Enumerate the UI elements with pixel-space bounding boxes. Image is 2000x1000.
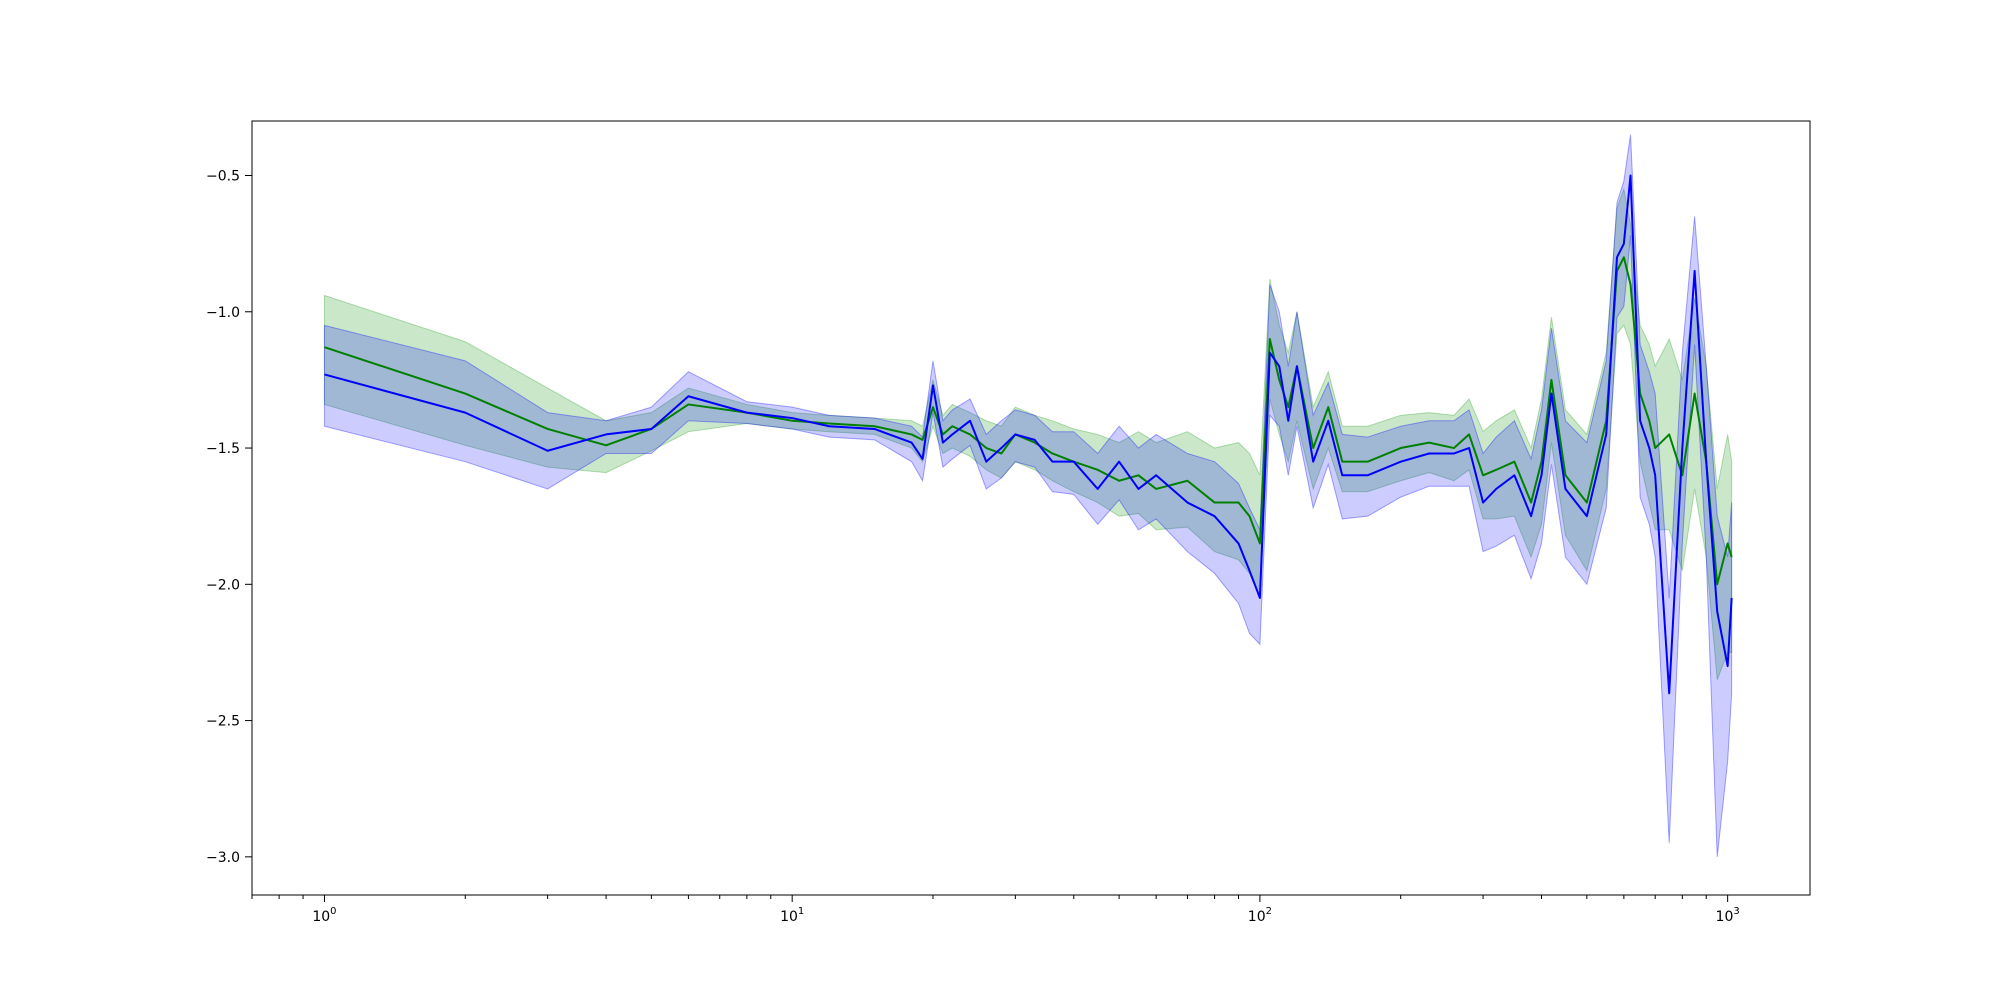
y-tick-label: −2.5 xyxy=(206,714,240,730)
series-1-line xyxy=(324,256,1733,586)
x-axis: 100 101 102 103 xyxy=(251,895,1740,925)
axes-frame xyxy=(251,120,1811,896)
y-axis: −0.5 −1.0 −1.5 −2.0 −2.5 −3.0 xyxy=(206,169,252,866)
y-tick-label: −1.0 xyxy=(206,305,240,321)
series-2-band xyxy=(323,134,1733,857)
x-tick-label: 100 xyxy=(312,906,336,925)
y-tick-label: −3.0 xyxy=(206,850,240,866)
plot-area xyxy=(323,134,1733,857)
series-1-band xyxy=(323,187,1733,680)
y-tick-label: −2.0 xyxy=(206,577,240,593)
x-tick-label: 102 xyxy=(1248,906,1272,925)
y-tick-label: −1.5 xyxy=(206,441,240,457)
y-tick-label: −0.5 xyxy=(206,169,240,185)
x-tick-label: 103 xyxy=(1716,906,1740,925)
series-2-line xyxy=(324,174,1733,695)
x-tick-label: 101 xyxy=(780,906,804,925)
